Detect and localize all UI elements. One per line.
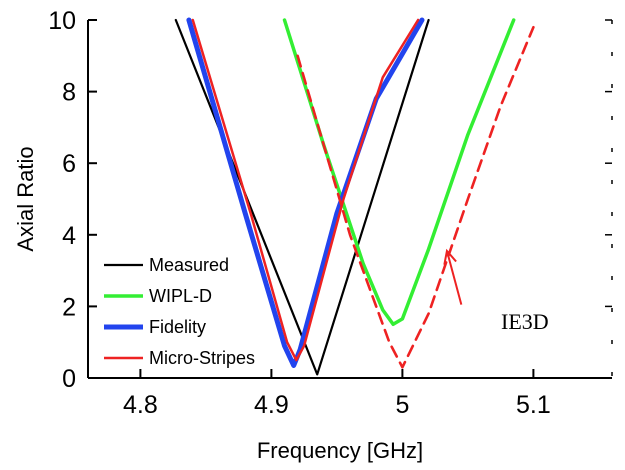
series-wipl-d-line (282, 18, 516, 327)
y-axis-title: Axial Ratio (13, 146, 38, 251)
series-micro-stripes-line (191, 18, 420, 362)
series-ie3d-line (296, 25, 535, 369)
legend-label: Fidelity (149, 317, 206, 337)
legend: Measured WIPL-D Fidelity Micro-Stripes (104, 255, 255, 368)
annotation-label: IE3D (501, 309, 549, 334)
axis-ticks: 0 2 4 6 8 10 4.8 4.9 5 5.1 (48, 7, 612, 419)
x-tick-label: 5 (395, 391, 409, 419)
x-tick-label: 4.8 (123, 391, 158, 419)
series-layer (174, 17, 535, 376)
x-tick-label: 5.1 (516, 391, 551, 419)
y-tick-label: 8 (62, 79, 76, 107)
y-tick-label: 0 (62, 365, 76, 393)
annotation: IE3D (443, 248, 549, 334)
x-axis-title: Frequency [GHz] (257, 438, 423, 463)
y-tick-label: 4 (62, 222, 76, 250)
y-tick-label: 6 (62, 150, 76, 178)
annotation-arrow-shaft (445, 250, 463, 305)
annotation-arrow-head (443, 248, 457, 265)
plot-axes (87, 20, 613, 379)
legend-label: Micro-Stripes (149, 348, 255, 368)
legend-label: Measured (149, 255, 229, 275)
x-tick-label: 4.9 (254, 391, 289, 419)
legend-label: WIPL-D (149, 286, 212, 306)
y-tick-label: 10 (48, 7, 76, 35)
y-tick-label: 2 (62, 293, 76, 321)
